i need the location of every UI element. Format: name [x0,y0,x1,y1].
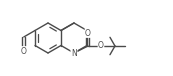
Text: O: O [21,47,27,55]
Text: O: O [85,28,91,37]
Text: N: N [71,48,77,58]
Text: O: O [98,41,104,50]
